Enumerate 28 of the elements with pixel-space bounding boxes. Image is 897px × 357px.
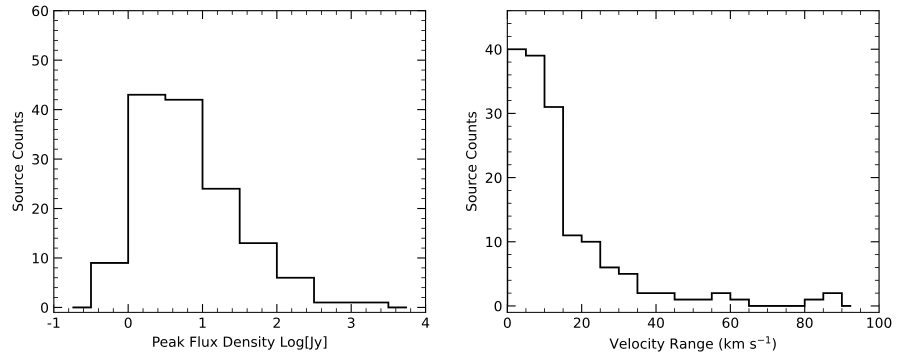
y-axis-title: Source Counts [466,112,477,211]
x-tick-label: 4 [422,318,430,328]
y-tick-label: 10 [32,252,48,264]
y-tick-label: 40 [485,44,502,55]
x-tick-label: 3 [348,317,355,328]
x-tick-label: 20 [574,317,590,328]
x-axis-title: Peak Flux Density Log[Jy] [153,336,326,350]
y-tick-label: 50 [32,55,48,66]
y-tick-label: 30 [486,108,502,119]
y-tick-label: 20 [486,172,502,184]
x-tick-label: 1 [200,318,206,328]
y-axis-title: Source Counts [12,112,24,211]
x-tick-label: 0 [124,317,132,328]
x-tick-label: 2 [273,317,280,328]
y-tick-label: 0 [41,302,48,313]
y-tick-label: 60 [32,6,48,16]
x-tick-label: 80 [796,317,813,328]
x-tick-label: 0 [504,317,511,328]
x-tick-label: -1 [48,318,60,328]
y-tick-label: 30 [32,154,48,165]
x-tick-label: 40 [648,317,664,328]
y-tick-label: 40 [32,104,48,116]
y-tick-label: 10 [486,236,502,248]
y-tick-label: 20 [32,203,48,214]
y-tick-label: 0 [494,300,502,312]
x-tick-label: 60 [722,317,738,328]
x-tick-label: 100 [867,317,892,328]
x-axis-title: Velocity Range (km s$^{−1}$) [609,336,776,352]
